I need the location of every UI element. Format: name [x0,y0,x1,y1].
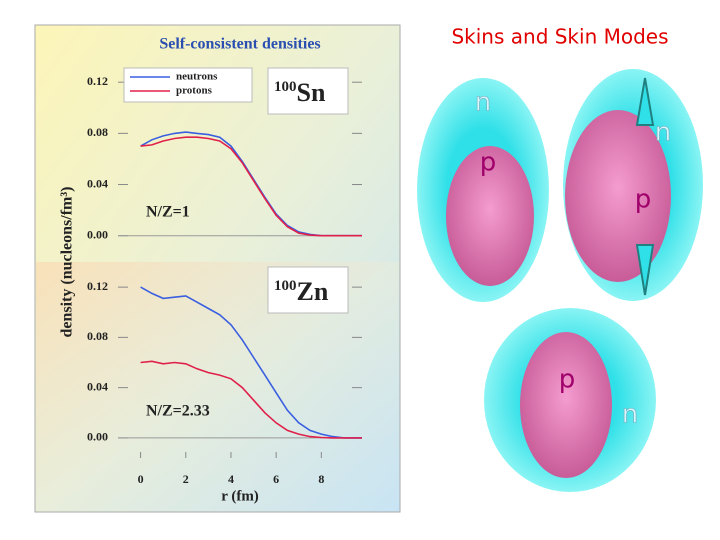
proton-core [520,332,612,478]
series-line [140,136,362,237]
x-tick-label: 0 [138,472,144,486]
diagram-label: n [655,118,671,148]
nucleus-box [267,67,349,115]
x-axis-label: r (fm) [221,488,259,504]
arrow-down [635,244,655,296]
x-tick-label: 8 [318,472,324,486]
diagram-label: p [559,365,576,395]
legend-label: neutrons [176,71,218,83]
annotation: N/Z=1 [146,204,190,221]
diagram-label: n [622,400,638,430]
diagram-label: p [480,148,497,178]
arrow-up [635,77,655,126]
legend-box [123,67,253,103]
diagram-title: Skins and Skin Modes [451,25,668,49]
y-axis-label: density (nucleons/fm³) [59,186,76,337]
chart-title: Self-consistent densities [159,36,320,53]
y-tick-label: 0.08 [87,329,108,343]
diagram: Skins and Skin Modes n p n p p n [417,25,703,492]
y-tick-label: 0.04 [87,176,108,190]
y-tick-label: 0.12 [87,279,108,293]
y-tick-label: 0.00 [87,227,108,241]
nucleus-box [267,266,349,314]
annotation: N/Z=2.33 [146,403,210,420]
y-tick-label: 0.08 [87,125,108,139]
y-tick-label: 0.04 [87,379,108,393]
nucleus-label: 100Sn [274,78,326,107]
y-tick-label: 0.12 [87,74,108,88]
x-tick-label: 4 [228,472,234,486]
proton-core [565,110,671,282]
x-tick-label: 6 [273,472,279,486]
proton-core [446,146,534,286]
nucleus-mass: 100 [274,278,297,294]
diagram-label: n [475,88,491,118]
x-tick-label: 2 [183,472,189,486]
legend-label: protons [176,85,213,97]
nucleus-symbol: Zn [297,277,329,306]
diagram-label: p [635,185,652,215]
series-line [140,360,362,439]
nucleus-symbol: Sn [297,78,326,107]
series-line [140,286,362,439]
y-tick-label: 0.00 [87,430,108,444]
nucleus-mass: 100 [274,79,297,95]
nucleus-label: 100Zn [274,277,329,306]
